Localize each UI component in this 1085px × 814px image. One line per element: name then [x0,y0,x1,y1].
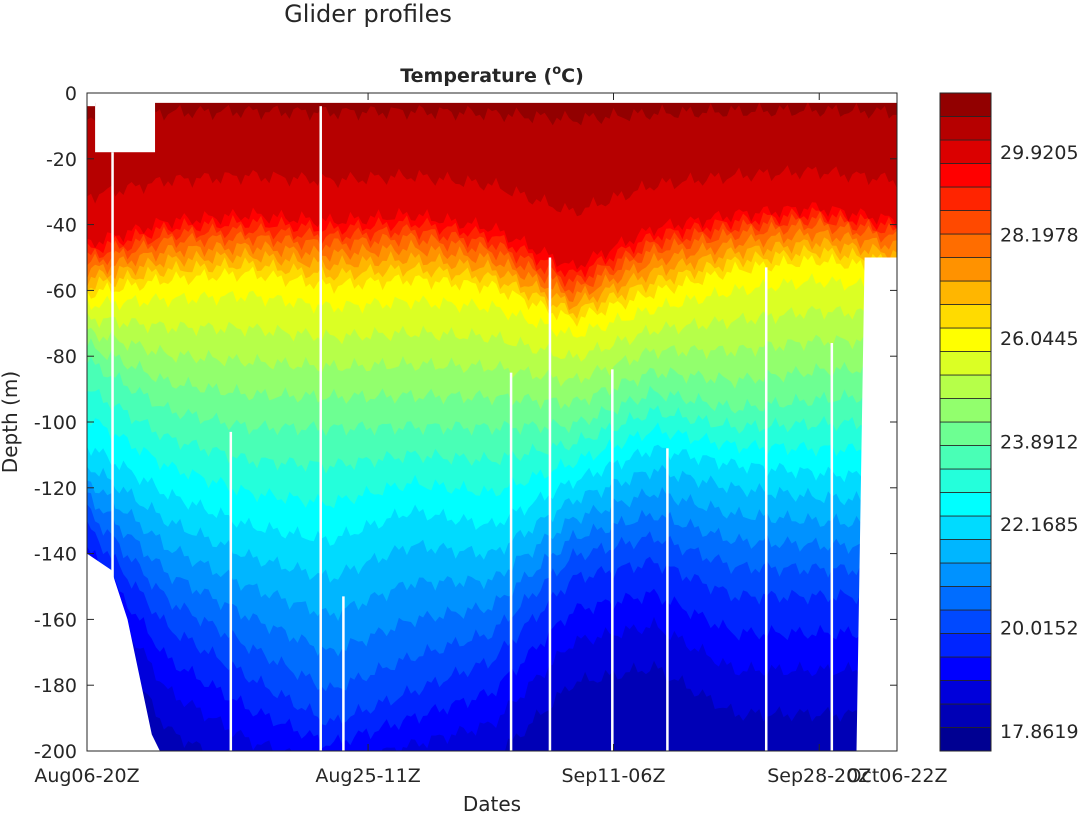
colorbar-tick-label: 17.8619 [1000,721,1079,743]
y-tick-label: -120 [34,478,77,500]
suptitle: Glider profiles [284,0,452,28]
colorbar-swatch [939,210,992,235]
y-tick-label: -80 [46,346,77,368]
colorbar-swatch [939,633,992,658]
colorbar-swatch [939,280,992,305]
y-axis: 0 -20 -40 -60 -80 -100 -120 -140 -160 -180 -200 [34,83,897,763]
colorbar-swatch [939,163,992,188]
data-gap [611,369,614,751]
x-tick-label: Aug25-11Z [315,765,420,787]
x-tick-label: Sep28-20Z [767,765,871,787]
data-gap [764,267,768,751]
colorbar-swatch [939,515,992,540]
colorbar: 17.8619 20.0152 22.1685 23.8912 26.0445 28.19… [939,92,1079,752]
x-tick-label: Sep11-06Z [561,765,665,787]
colorbar-swatch [939,92,992,117]
colorbar-swatch [939,421,992,446]
colorbar-swatch [939,609,992,634]
colorbar-swatch [939,656,992,681]
colorbar-swatch [939,186,992,211]
x-axis-label: Dates [463,792,521,814]
y-tick-label: -100 [34,412,77,434]
colorbar-tick-label: 28.1978 [1000,225,1079,247]
y-tick-label: -20 [46,149,77,171]
data-gap [509,372,513,751]
data-gap [111,152,114,751]
data-gap [666,448,669,751]
data-gap [830,343,834,751]
y-tick-label: -60 [46,280,77,302]
x-tick-label: Aug06-20Z [34,765,139,787]
y-tick-label: -200 [34,741,77,763]
plot-area [87,93,897,751]
colorbar-swatch [939,586,992,611]
y-tick-label: -40 [46,215,77,237]
y-tick-label: 0 [65,83,77,105]
colorbar-swatch [939,562,992,587]
data-gap [229,431,233,751]
colorbar-tick-label: 23.8912 [1000,432,1079,454]
colorbar-swatch [939,468,992,493]
colorbar-tick-label: 20.0152 [1000,618,1079,640]
x-axis: Aug06-20Z Aug25-11Z Sep11-06Z Sep28-20ZOct0… [34,93,948,787]
data-gap [342,596,345,751]
colorbar-swatch [939,327,992,352]
data-gap [319,106,322,751]
colorbar-swatch [939,680,992,705]
colorbar-swatch [939,233,992,258]
colorbar-swatch [939,539,992,564]
y-tick-label: -140 [34,544,77,566]
y-tick-label: -180 [34,675,77,697]
colorbar-swatch [939,139,992,164]
contour-band [87,93,897,217]
colorbar-swatch [939,727,992,752]
colorbar-swatch [939,304,992,329]
colorbar-swatch [939,492,992,517]
colorbar-tick-label: 29.9205 [1000,142,1079,164]
y-tick-label: -160 [34,609,77,631]
colorbar-tick-label: 22.1685 [1000,514,1079,536]
colorbar-swatch [939,445,992,470]
x-tick-label: Oct06-22Z [846,765,947,787]
colorbar-swatch [939,351,992,376]
chart-title: Temperature (oC) [400,63,584,87]
colorbar-swatch [939,116,992,141]
colorbar-tick-label: 26.0445 [1000,328,1079,350]
colorbar-swatch [939,257,992,282]
colorbar-swatch [939,398,992,423]
colorbar-box [939,92,992,752]
colorbar-swatch [939,374,992,399]
y-axis-label: Depth (m) [0,371,22,473]
colorbar-swatch [939,703,992,728]
no-data-region [87,93,897,103]
data-gap [548,257,552,751]
